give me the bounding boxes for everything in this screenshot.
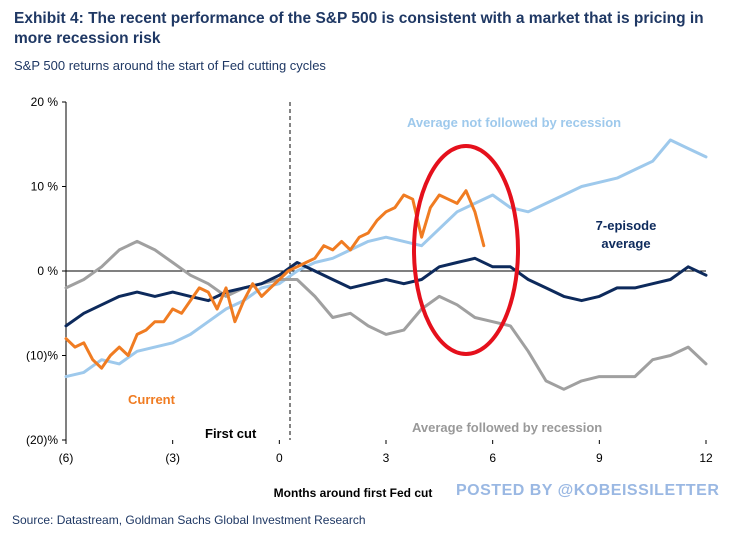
chart-title: Exhibit 4: The recent performance of the… bbox=[14, 10, 704, 47]
source-note: Source: Datastream, Goldman Sachs Global… bbox=[12, 513, 366, 527]
series-7-episode-average-line bbox=[64, 256, 708, 328]
highlight-ellipse bbox=[412, 144, 520, 356]
label-avg-recession: Average followed by recession bbox=[412, 420, 602, 435]
series-avg-not-recession-line bbox=[64, 138, 708, 379]
x-tick-label: 3 bbox=[383, 451, 390, 465]
x-axis-label: Months around first Fed cut bbox=[274, 486, 433, 500]
label-avg-not-recession: Average not followed by recession bbox=[407, 115, 621, 130]
label-first-cut: First cut bbox=[205, 426, 257, 441]
chart-subtitle: S&P 500 returns around the start of Fed … bbox=[14, 58, 326, 73]
series-current-line bbox=[64, 189, 486, 370]
watermark: POSTED BY @KOBEISSILETTER bbox=[456, 482, 720, 499]
label-current: Current bbox=[128, 392, 176, 407]
y-tick-label: 20 % bbox=[31, 95, 59, 109]
series-avg-recession-line bbox=[64, 239, 708, 391]
x-tick-label: 9 bbox=[596, 451, 603, 465]
x-tick-label: (3) bbox=[165, 451, 180, 465]
y-tick-label: (10)% bbox=[26, 349, 58, 363]
label-7-episode-line1: 7-episode bbox=[596, 218, 657, 233]
y-tick-label: 10 % bbox=[31, 180, 59, 194]
x-tick-label: 6 bbox=[489, 451, 496, 465]
y-tick-label: (20)% bbox=[26, 433, 58, 447]
y-tick-label: 0 % bbox=[37, 264, 58, 278]
x-tick-label: (6) bbox=[59, 451, 74, 465]
label-7-episode-line2: average bbox=[601, 236, 650, 251]
x-tick-label: 12 bbox=[699, 451, 713, 465]
x-tick-label: 0 bbox=[276, 451, 283, 465]
